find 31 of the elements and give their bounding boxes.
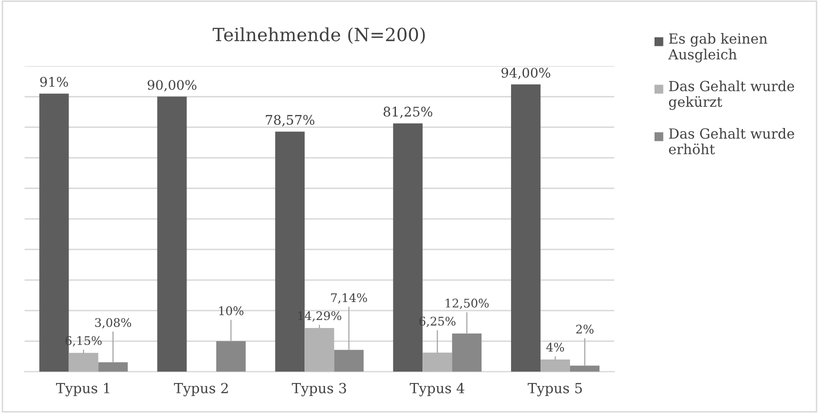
data-label: 10% [219, 306, 244, 316]
bar [216, 341, 246, 372]
bar [334, 350, 364, 372]
bar [540, 359, 570, 372]
data-label: 91% [40, 76, 68, 87]
data-label: 81,25% [384, 106, 432, 118]
data-label: 78,57% [266, 114, 314, 126]
data-label: 4% [546, 342, 564, 352]
bar [68, 352, 98, 372]
x-tick-label: Typus 2 [174, 382, 228, 396]
legend-label: Es gab keinen Ausgleich [668, 33, 768, 62]
legend-label: Das Gehalt wurde erhöht [668, 128, 794, 154]
bar [304, 328, 334, 372]
bar [511, 84, 541, 372]
x-tick-label: Typus 3 [292, 382, 346, 396]
chart-title: Teilnehmende (N=200) [212, 27, 425, 44]
x-tick-label: Typus 4 [410, 382, 464, 396]
legend-label: Das Gehalt wurde gekürzt [668, 80, 794, 110]
data-label: 2% [576, 324, 594, 334]
data-label: 7,14% [331, 293, 367, 304]
data-label: 94,00% [501, 68, 550, 80]
x-tick-label: Typus 1 [56, 382, 110, 396]
bar [157, 96, 187, 372]
data-label: 90,00% [148, 80, 196, 92]
x-tick-label: Typus 5 [528, 383, 582, 396]
bar [570, 366, 600, 372]
bar [98, 362, 128, 372]
data-label: 3,08% [95, 318, 132, 328]
bar [452, 334, 482, 372]
data-label: 12,50% [446, 298, 489, 310]
bar [422, 352, 452, 372]
